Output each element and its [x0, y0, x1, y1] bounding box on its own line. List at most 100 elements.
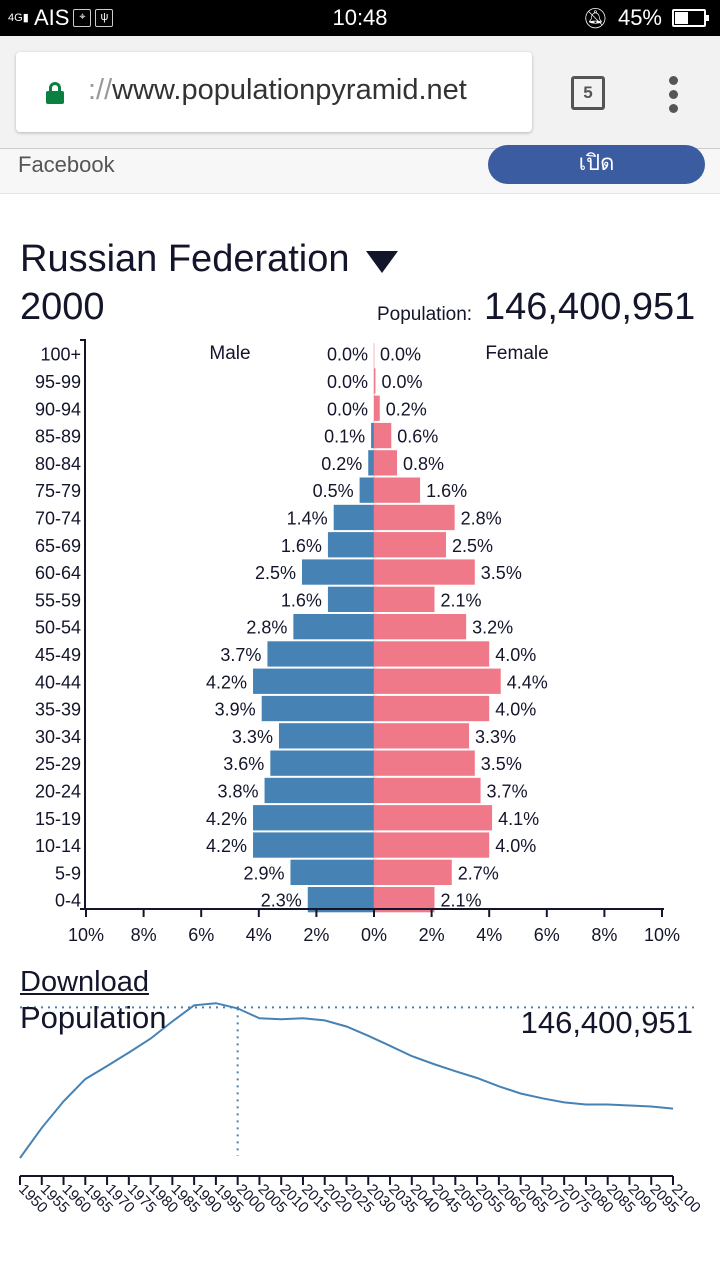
- age-group-label: 5-9: [55, 863, 81, 883]
- male-value-label: 0.1%: [324, 427, 365, 447]
- x-tick-label: 2%: [303, 925, 329, 945]
- female-bar: [374, 641, 490, 667]
- male-bar: [278, 723, 374, 749]
- female-bar: [374, 614, 467, 640]
- male-value-label: 2.5%: [255, 563, 296, 583]
- x-tick-label: 2%: [419, 925, 445, 945]
- x-tick-label: 8%: [131, 925, 157, 945]
- male-bar: [267, 641, 374, 667]
- line-chart-title: Population: [20, 1000, 167, 1035]
- female-bar: [374, 859, 452, 885]
- browser-toolbar: ://www.populationpyramid.net 5: [0, 36, 720, 148]
- female-value-label: 4.4%: [507, 672, 548, 692]
- female-value-label: 3.3%: [475, 727, 516, 747]
- line-chart-highlight-value: 146,400,951: [520, 1005, 693, 1040]
- male-value-label: 1.6%: [281, 536, 322, 556]
- dropdown-triangle-icon[interactable]: [365, 250, 398, 273]
- male-value-label: 0.0%: [327, 345, 368, 365]
- male-value-label: 2.9%: [243, 863, 284, 883]
- country-selector[interactable]: Russian Federation: [20, 238, 398, 281]
- female-value-label: 0.0%: [380, 345, 421, 365]
- female-bar: [374, 532, 446, 558]
- carrier-name: AIS: [34, 5, 70, 30]
- male-value-label: 3.3%: [232, 727, 273, 747]
- age-group-label: 90-94: [35, 399, 81, 419]
- usb-icon: ψ: [95, 9, 114, 27]
- url-text[interactable]: ://www.populationpyramid.net: [88, 74, 467, 107]
- battery-icon: [672, 9, 709, 27]
- mute-bell-icon: 🔕︎: [582, 7, 608, 30]
- male-bar: [327, 586, 374, 612]
- female-value-label: 4.0%: [495, 645, 536, 665]
- female-value-label: 2.7%: [458, 863, 499, 883]
- male-bar: [270, 750, 374, 776]
- female-bar: [374, 750, 475, 776]
- male-value-label: 0.0%: [327, 399, 368, 419]
- age-group-label: 100+: [40, 345, 81, 365]
- female-value-label: 0.6%: [397, 427, 438, 447]
- male-value-label: 1.4%: [287, 508, 328, 528]
- x-tick-label: 8%: [591, 925, 617, 945]
- age-group-label: 0-4: [55, 891, 81, 911]
- age-group-label: 25-29: [35, 754, 81, 774]
- male-bar: [302, 559, 374, 585]
- url-scheme: ://: [88, 74, 113, 106]
- legend-female: Female: [485, 343, 548, 364]
- status-left: 4G▮ AIS ⌖ ψ: [8, 5, 114, 31]
- male-bar: [261, 695, 374, 722]
- male-value-label: 3.7%: [220, 645, 261, 665]
- url-bar[interactable]: ://www.populationpyramid.net: [16, 52, 532, 132]
- age-group-label: 45-49: [35, 645, 81, 665]
- female-bar: [374, 559, 475, 585]
- lock-icon[interactable]: [46, 82, 64, 104]
- female-value-label: 4.0%: [495, 700, 536, 720]
- male-value-label: 0.5%: [313, 481, 354, 501]
- female-bar: [374, 695, 490, 722]
- status-bar: 4G▮ AIS ⌖ ψ 10:48 🔕︎ 45%: [0, 0, 720, 36]
- female-bar: [374, 504, 455, 531]
- male-bar: [253, 668, 374, 694]
- female-bar: [374, 368, 376, 394]
- age-group-label: 70-74: [35, 508, 81, 528]
- clock: 10:48: [332, 5, 388, 30]
- female-bar: [374, 586, 435, 612]
- country-name: Russian Federation: [20, 238, 350, 280]
- age-group-label: 35-39: [35, 700, 81, 720]
- male-value-label: 3.6%: [223, 754, 264, 774]
- male-bar: [359, 477, 374, 503]
- male-bar: [327, 532, 374, 558]
- legend-male: Male: [209, 343, 250, 364]
- female-value-label: 4.1%: [498, 809, 539, 829]
- female-bar: [374, 422, 392, 449]
- status-right: 🔕︎ 45%: [582, 5, 709, 31]
- female-bar: [374, 395, 380, 421]
- male-bar: [368, 450, 374, 476]
- x-tick-label: 6%: [188, 925, 214, 945]
- maps-notification-icon: ⌖: [73, 9, 92, 27]
- male-bar: [253, 805, 374, 831]
- male-value-label: 1.6%: [281, 590, 322, 610]
- tabs-icon[interactable]: 5: [571, 76, 605, 110]
- age-group-label: 60-64: [35, 563, 81, 583]
- male-value-label: 4.2%: [206, 809, 247, 829]
- network-type: 4G: [8, 12, 23, 24]
- x-tick-label: 10%: [68, 925, 104, 945]
- female-value-label: 2.5%: [452, 536, 493, 556]
- open-app-button[interactable]: เปิด: [488, 145, 705, 184]
- male-value-label: 4.2%: [206, 836, 247, 856]
- female-value-label: 2.1%: [440, 891, 481, 911]
- age-group-label: 50-54: [35, 618, 81, 638]
- age-group-label: 20-24: [35, 781, 81, 801]
- x-tick-label: 4%: [476, 925, 502, 945]
- age-group-label: 15-19: [35, 809, 81, 829]
- overflow-menu-icon[interactable]: [664, 74, 684, 114]
- female-bar: [374, 723, 470, 749]
- female-value-label: 0.2%: [386, 399, 427, 419]
- download-link[interactable]: Download: [20, 966, 149, 998]
- age-group-label: 55-59: [35, 590, 81, 610]
- age-group-label: 65-69: [35, 536, 81, 556]
- age-group-label: 75-79: [35, 481, 81, 501]
- female-value-label: 3.5%: [481, 754, 522, 774]
- female-value-label: 0.8%: [403, 454, 444, 474]
- male-value-label: 0.0%: [327, 372, 368, 392]
